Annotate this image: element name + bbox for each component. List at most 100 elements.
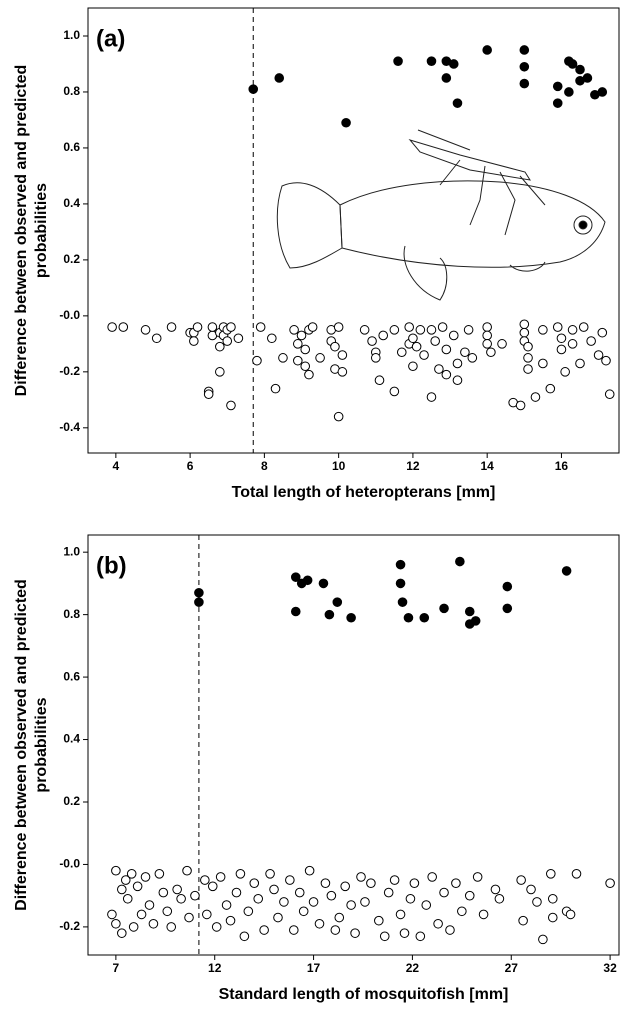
x-tick-label: 27 — [505, 961, 519, 975]
x-tick-label: 8 — [261, 459, 268, 473]
open-point — [379, 931, 390, 942]
open-point — [519, 327, 530, 338]
open-point — [190, 890, 200, 901]
open-point — [604, 389, 615, 400]
open-point — [556, 344, 567, 355]
open-point — [360, 897, 370, 907]
open-point — [162, 906, 173, 917]
y-tick-label: -0.2 — [59, 919, 80, 933]
open-point — [122, 893, 133, 904]
open-point — [378, 330, 389, 341]
filled-point — [426, 56, 437, 66]
open-point — [111, 918, 121, 929]
filled-point — [439, 603, 449, 614]
open-point — [571, 869, 582, 879]
open-point — [467, 353, 478, 363]
open-point — [605, 878, 615, 888]
x-tick-label: 7 — [113, 961, 120, 975]
open-point — [278, 353, 288, 363]
open-point — [200, 875, 210, 885]
x-tick-label: 6 — [187, 459, 194, 473]
open-point — [207, 881, 218, 892]
filled-point — [395, 578, 406, 589]
open-point — [421, 900, 432, 910]
open-point — [249, 878, 260, 888]
open-point — [189, 336, 199, 346]
open-point — [235, 869, 246, 879]
open-point — [552, 322, 563, 332]
y-tick-label: 0.6 — [63, 140, 80, 154]
open-point — [334, 912, 345, 923]
open-point — [215, 872, 226, 882]
x-tick-label: 4 — [113, 459, 120, 473]
filled-point — [519, 45, 530, 55]
open-point — [172, 884, 182, 895]
open-point — [359, 325, 370, 335]
open-point — [567, 339, 578, 349]
open-point — [346, 900, 356, 910]
panel-label: (b) — [96, 552, 127, 579]
open-point — [575, 358, 585, 369]
open-point — [270, 383, 281, 394]
open-point — [182, 865, 192, 876]
y-tick-label: 1.0 — [63, 544, 80, 558]
open-point — [215, 341, 225, 352]
open-point — [273, 912, 283, 923]
open-point — [239, 931, 250, 942]
open-point — [111, 865, 121, 876]
open-point — [464, 890, 475, 901]
fish-eye — [573, 215, 593, 235]
open-point — [117, 928, 127, 938]
open-point — [597, 327, 608, 338]
open-point — [320, 878, 331, 888]
open-point — [166, 922, 177, 932]
x-tick-label: 10 — [332, 459, 346, 473]
filled-point — [393, 56, 403, 66]
open-point — [158, 887, 169, 898]
open-point — [395, 909, 406, 920]
filled-point — [395, 559, 406, 570]
open-point — [389, 325, 400, 335]
open-point — [396, 347, 407, 358]
filled-point — [290, 606, 301, 617]
open-point — [221, 900, 232, 910]
open-point — [370, 353, 381, 363]
filled-point — [290, 572, 301, 582]
y-axis-label: Difference between observed and predicte… — [13, 65, 30, 397]
open-point — [578, 322, 589, 332]
open-point — [408, 361, 418, 372]
filled-point — [482, 45, 492, 55]
filled-point — [248, 84, 259, 94]
open-point — [374, 915, 384, 926]
x-axis-label: Standard length of mosquitofish [mm] — [219, 986, 509, 1003]
open-point — [374, 375, 385, 386]
open-point — [389, 875, 400, 885]
open-point — [293, 355, 303, 366]
open-point — [120, 875, 131, 885]
filled-point — [552, 98, 563, 108]
y-tick-label: -0.0 — [59, 308, 80, 322]
fish-illustration — [276, 129, 606, 301]
filled-point — [564, 87, 574, 97]
open-point — [426, 325, 437, 335]
y-tick-label: 0.4 — [63, 196, 80, 210]
x-tick-label: 22 — [406, 961, 420, 975]
open-point — [427, 872, 437, 882]
open-point — [547, 893, 558, 904]
y-tick-label: -0.0 — [59, 857, 80, 871]
open-point — [222, 336, 233, 346]
open-point — [463, 325, 474, 335]
filled-point — [403, 612, 414, 623]
open-point — [530, 392, 541, 402]
open-point — [215, 367, 225, 377]
open-point — [452, 375, 463, 386]
open-point — [300, 344, 311, 355]
open-point — [315, 353, 325, 363]
open-point — [330, 925, 341, 935]
open-point — [448, 330, 459, 341]
open-point — [523, 341, 533, 352]
open-point — [192, 322, 203, 332]
open-point — [107, 322, 117, 332]
open-point — [176, 893, 186, 904]
y-tick-label: 0.4 — [63, 732, 80, 746]
